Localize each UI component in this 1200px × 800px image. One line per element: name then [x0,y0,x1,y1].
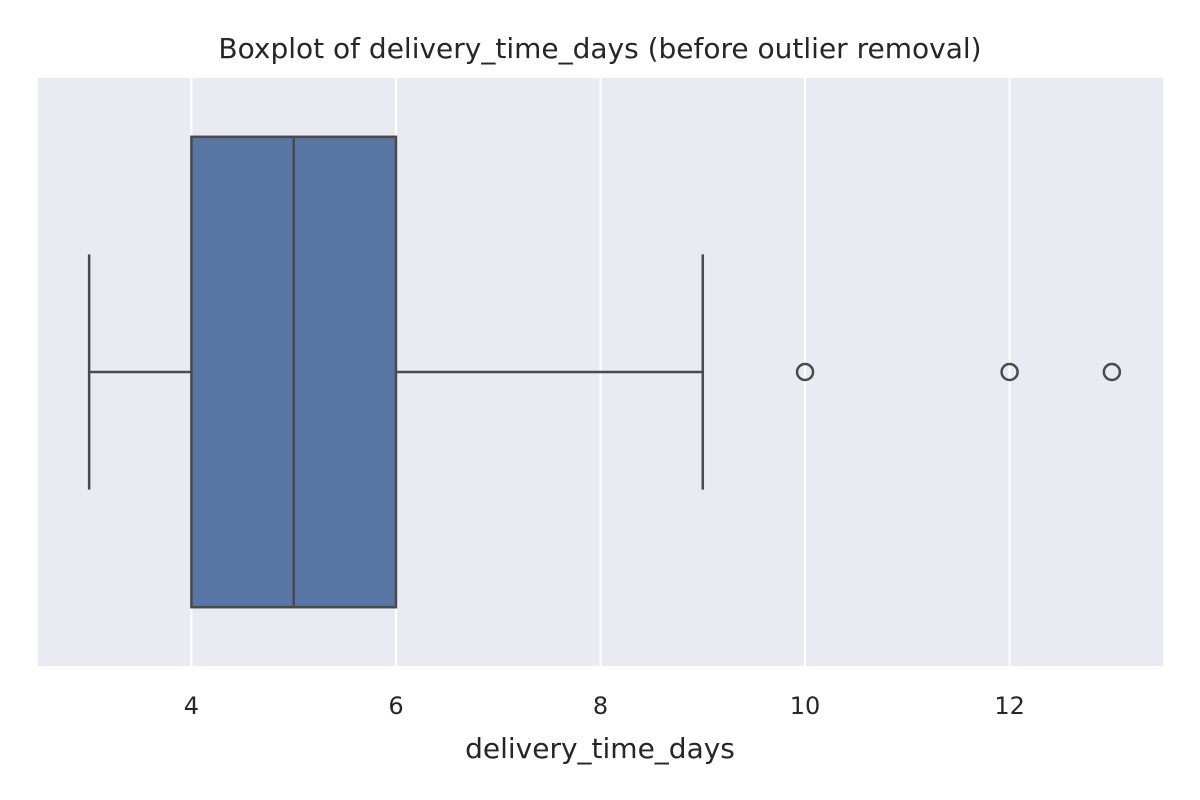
chart-title: Boxplot of delivery_time_days (before ou… [218,32,981,65]
x-tick-labels: 4 6 8 10 12 [184,692,1025,720]
outlier-points [795,362,1122,382]
x-tick-label-6: 6 [388,692,403,720]
x-tick-label-12: 12 [994,692,1025,720]
outlier-point-12 [1000,362,1019,382]
outlier-point-10 [795,362,815,382]
x-axis-label: delivery_time_days [465,732,735,765]
outlier-point-13 [1102,362,1122,382]
x-tick-label-10: 10 [790,692,821,720]
box-and-whiskers [87,135,705,609]
x-tick-label-8: 8 [593,692,608,720]
x-tick-label-4: 4 [184,692,199,720]
